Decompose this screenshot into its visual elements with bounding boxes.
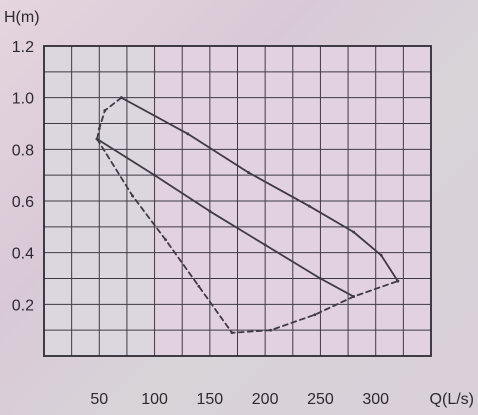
- x-tick-label-50: 50: [90, 391, 108, 408]
- series-3-point: [164, 238, 168, 242]
- series-0-point: [379, 253, 383, 257]
- series-0-point: [352, 230, 355, 234]
- series-3-point: [197, 284, 201, 288]
- y-tick-label-0.8: 0.8: [12, 142, 34, 159]
- series-0-point: [247, 171, 250, 174]
- x-axis-title: Q(L/s): [430, 391, 474, 408]
- series-1-point: [263, 243, 267, 247]
- x-tick-label-250: 250: [307, 391, 334, 408]
- series-3-point: [352, 295, 355, 298]
- series-1-point: [319, 277, 322, 280]
- x-tick-label-200: 200: [252, 391, 279, 408]
- y-tick-label-0.4: 0.4: [12, 246, 34, 263]
- series-2-point: [103, 109, 107, 112]
- series-0-point: [307, 204, 311, 208]
- y-tick-label-1.0: 1.0: [12, 91, 34, 108]
- series-3-point: [269, 328, 273, 332]
- series-3-point: [131, 194, 134, 198]
- series-2-point: [120, 96, 123, 100]
- series-line-1: [96, 138, 355, 298]
- series-0-point: [186, 132, 190, 136]
- series-2-point: [97, 127, 101, 131]
- x-tick-label-100: 100: [141, 391, 168, 408]
- series-3-point: [313, 313, 317, 317]
- plot-border: [43, 45, 432, 357]
- y-axis-title: H(m): [4, 9, 40, 26]
- x-tick-label-150: 150: [197, 391, 224, 408]
- y-tick-label-1.2: 1.2: [12, 39, 34, 56]
- series-1-point: [208, 209, 212, 213]
- series-3-point: [396, 279, 400, 283]
- series-line-2: [96, 96, 123, 140]
- series-3-point: [95, 137, 99, 141]
- series-1-point: [153, 173, 156, 177]
- x-tick-label-300: 300: [362, 391, 389, 408]
- y-tick-label-0.2: 0.2: [12, 297, 34, 314]
- series-3-point: [230, 331, 234, 335]
- y-tick-label-0.6: 0.6: [12, 194, 34, 211]
